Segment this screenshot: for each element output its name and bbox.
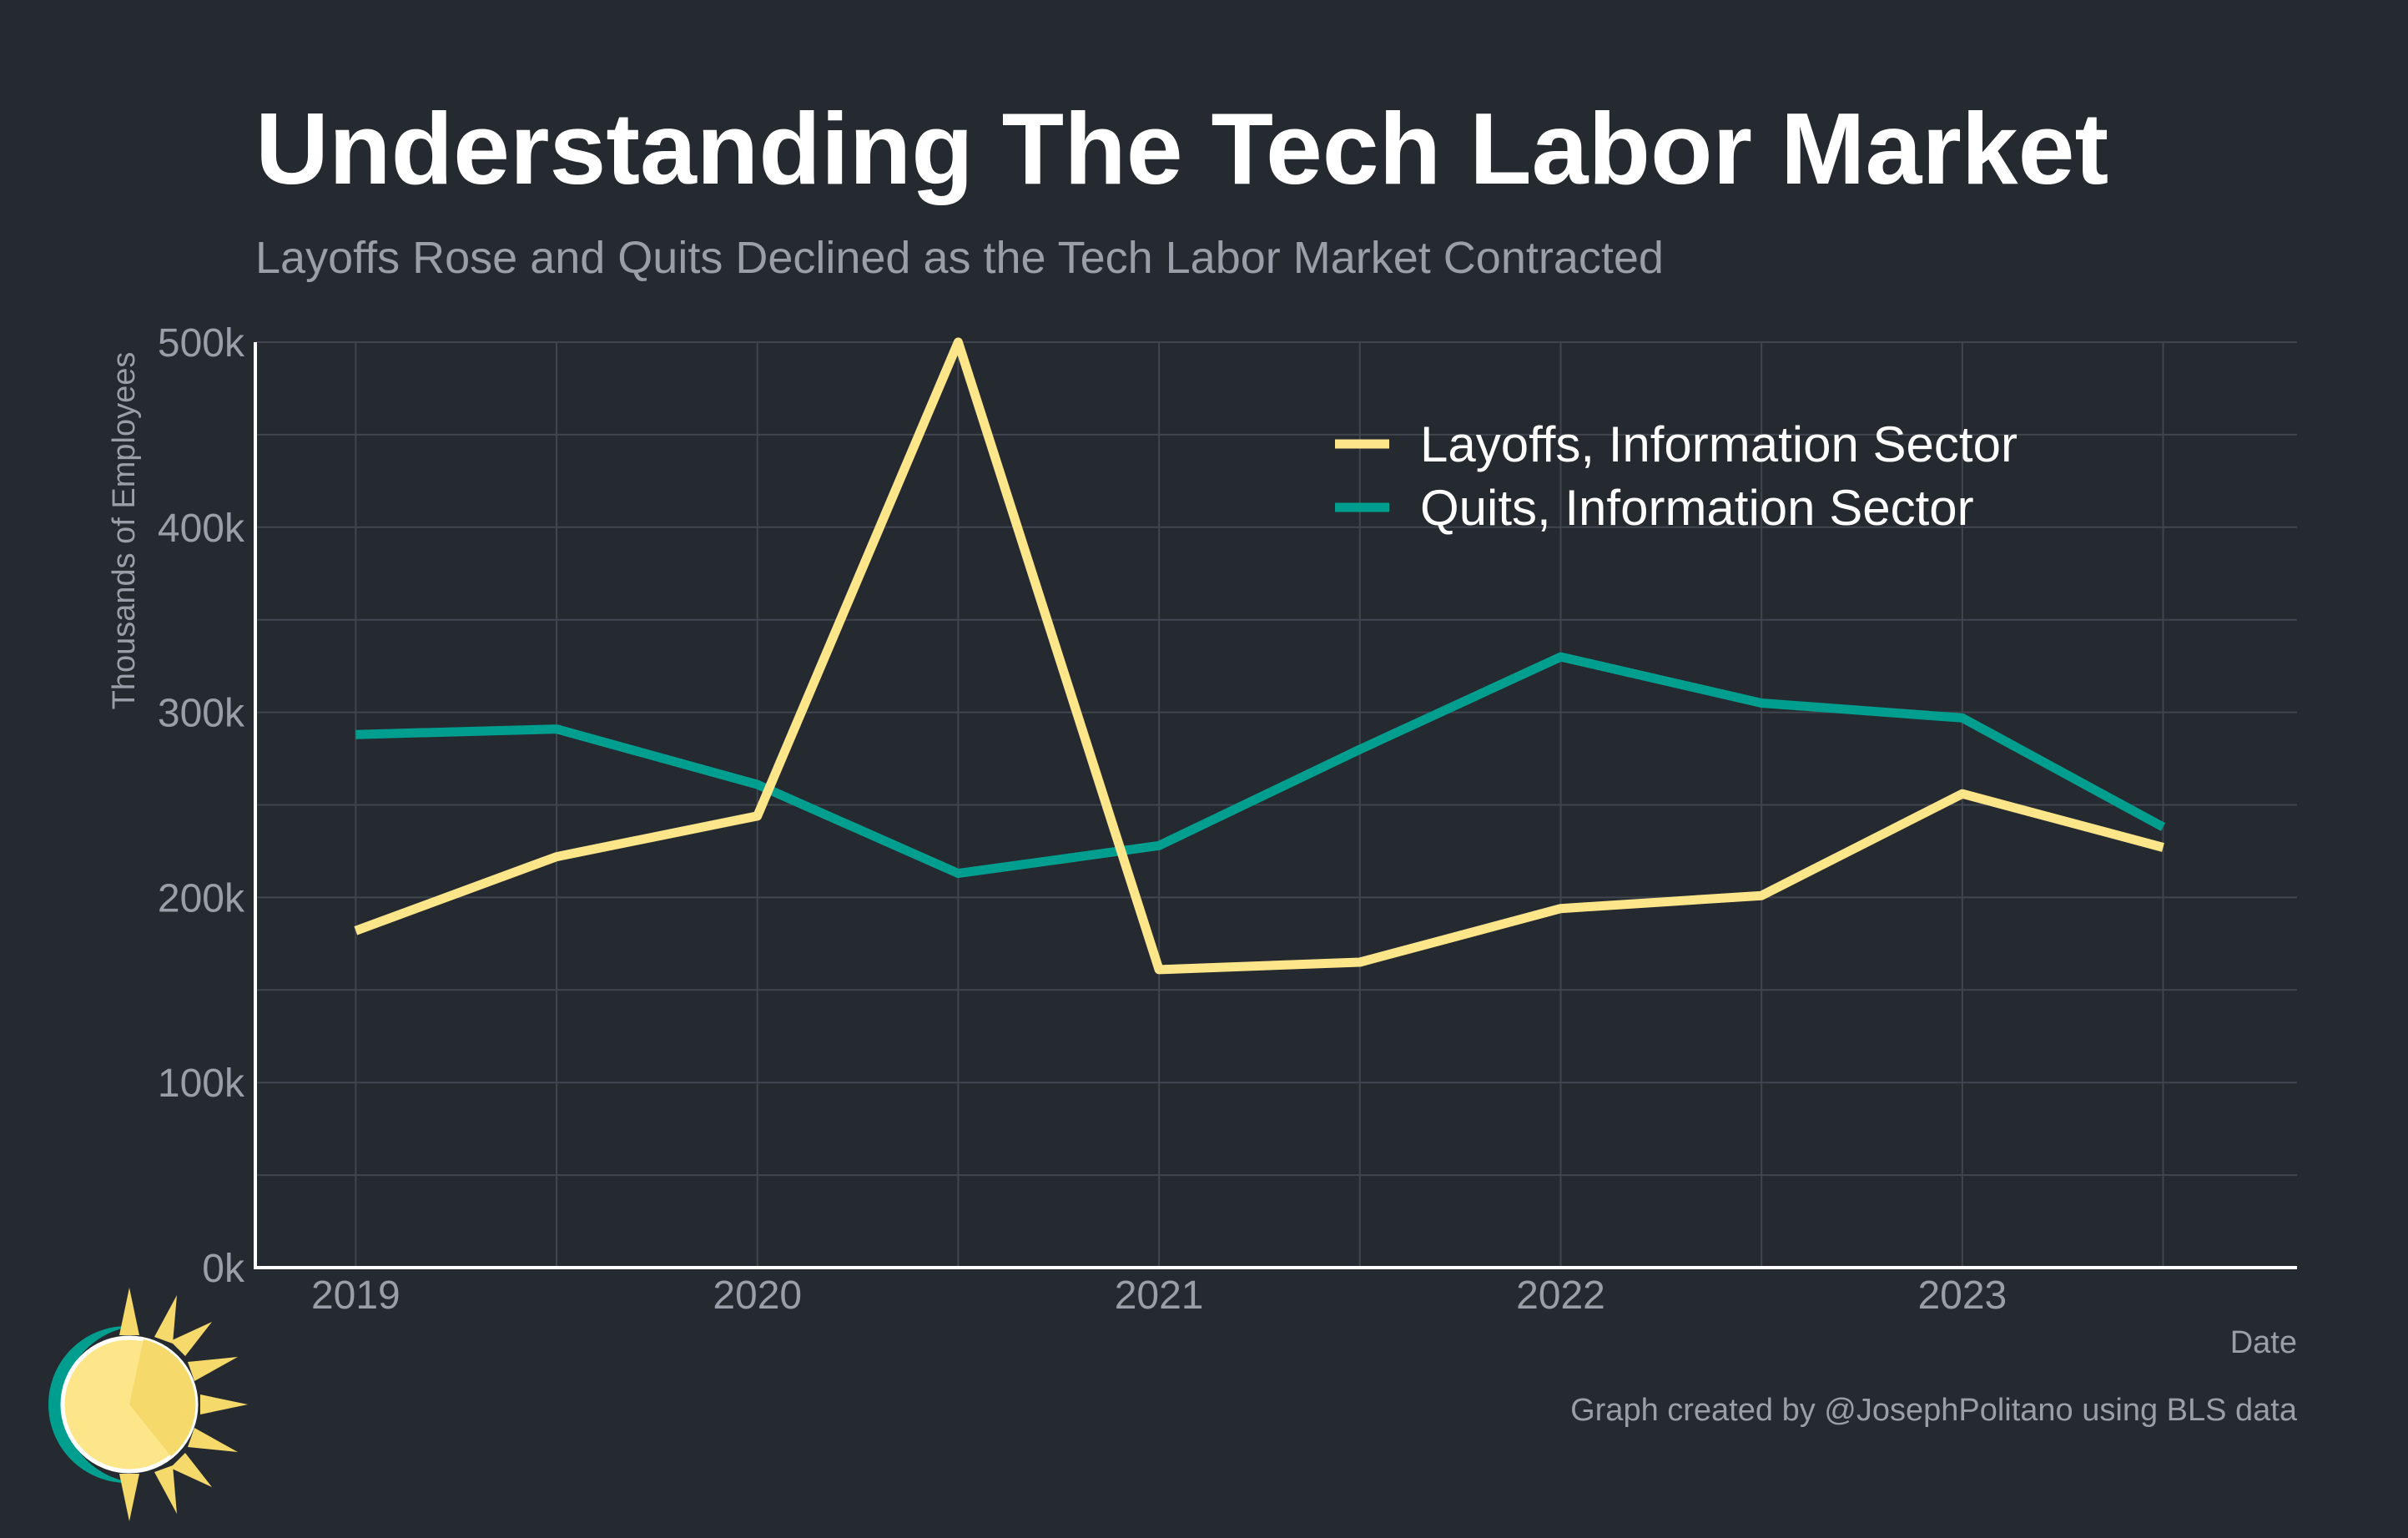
legend-label: Quits, Information Sector [1420,480,1974,536]
x-tick-label: 2019 [311,1273,400,1318]
chart-title: Understanding The Tech Labor Market [255,92,2108,205]
chart-subtitle: Layoffs Rose and Quits Declined as the T… [255,233,1664,283]
x-tick-label: 2021 [1115,1273,1204,1318]
axes [254,342,2297,1269]
legend: Layoffs, Information Sector Quits, Inform… [1335,416,2018,536]
sun-logo-icon [48,1288,248,1521]
y-axis-tick-labels: 0k 100k 200k 300k 400k 500k [158,321,245,1291]
chart-credit: Graph created by @JosephPolitano using B… [1570,1393,2298,1428]
series-line [354,337,2164,975]
y-axis-label: Thousands of Employees [107,352,142,710]
y-tick-label: 200k [158,876,245,920]
y-tick-label: 100k [158,1061,245,1106]
series-line [355,652,2166,879]
x-tick-label: 2020 [713,1273,802,1318]
y-tick-label: 0k [202,1247,245,1291]
series-lines [354,337,2166,975]
x-tick-label: 2023 [1917,1273,2007,1318]
y-tick-label: 500k [158,321,245,366]
legend-label: Layoffs, Information Sector [1420,416,2018,472]
y-tick-label: 300k [158,692,245,736]
x-axis-label: Date [2230,1325,2297,1360]
x-tick-label: 2022 [1516,1273,1605,1318]
y-tick-label: 400k [158,507,245,551]
x-axis-tick-labels: 2019 2020 2021 2022 2023 [311,1273,2007,1318]
